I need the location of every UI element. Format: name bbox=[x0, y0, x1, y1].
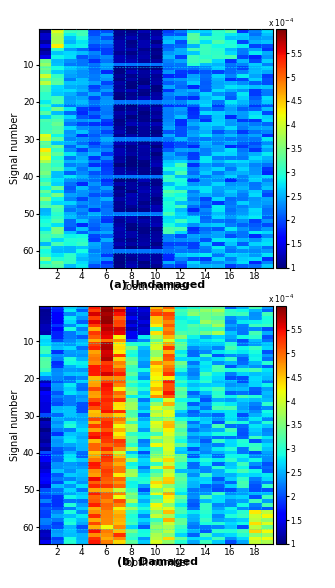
X-axis label: Tooth number: Tooth number bbox=[122, 559, 190, 569]
Title: x 10$^{-4}$: x 10$^{-4}$ bbox=[268, 293, 294, 305]
Text: (a) Undamaged: (a) Undamaged bbox=[110, 280, 205, 290]
Y-axis label: Signal number: Signal number bbox=[10, 113, 20, 184]
X-axis label: Tooth number: Tooth number bbox=[122, 282, 190, 292]
Y-axis label: Signal number: Signal number bbox=[10, 389, 20, 460]
Title: x 10$^{-4}$: x 10$^{-4}$ bbox=[268, 16, 294, 29]
Text: (b) Damaged: (b) Damaged bbox=[117, 557, 198, 567]
